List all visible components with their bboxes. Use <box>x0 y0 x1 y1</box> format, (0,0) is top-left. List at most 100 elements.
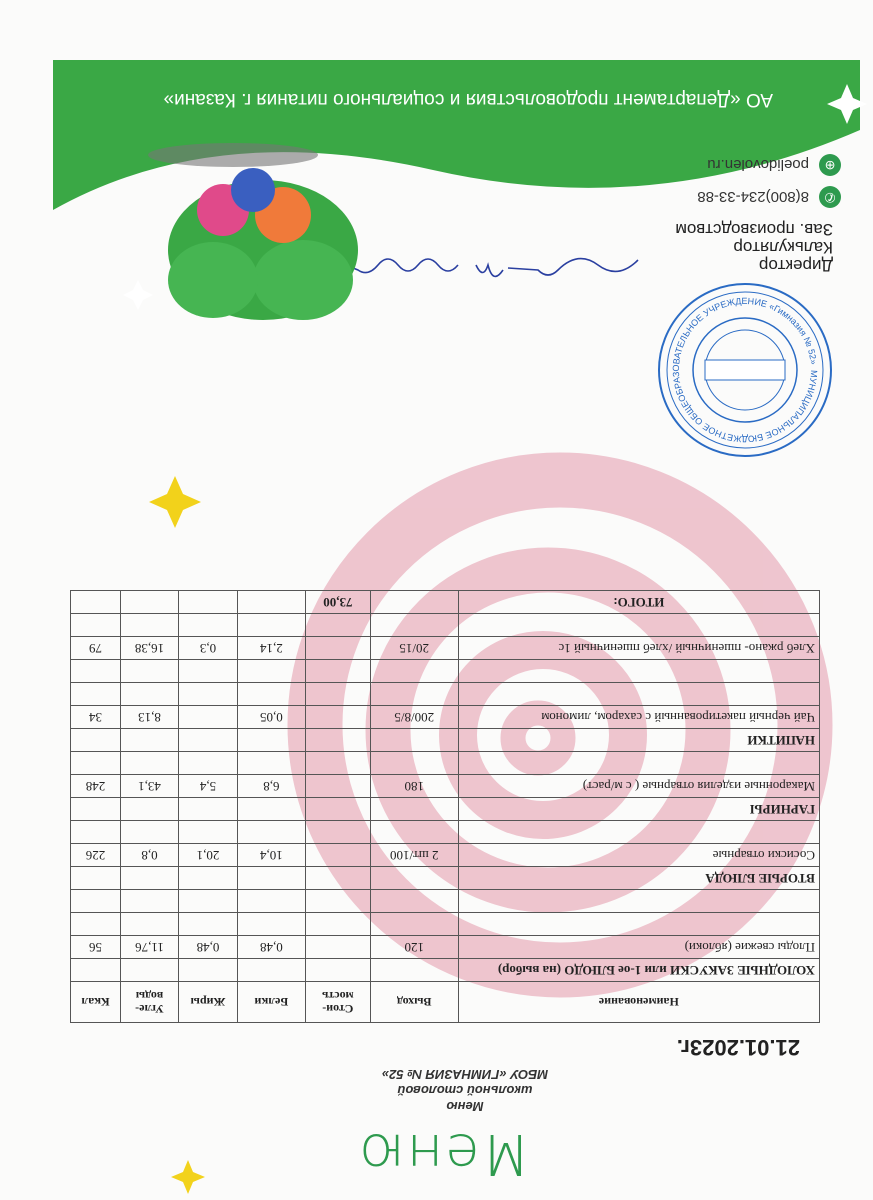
cell-output <box>370 912 459 936</box>
cell-carbs <box>120 797 179 821</box>
cell-carbs <box>120 659 179 683</box>
cell-protein <box>237 797 306 821</box>
table-row: Макаронные изделия отварные ( с м/раст) 1… <box>70 774 820 798</box>
cell-output <box>370 820 459 844</box>
cell-kcal <box>70 613 121 637</box>
signer-calculator: Калькулятор <box>733 238 833 257</box>
total-label: ИТОГО: <box>458 590 820 614</box>
cell-carbs <box>120 682 179 706</box>
cell-kcal <box>70 820 121 844</box>
cell-name: ХОЛОДНЫЕ ЗАКУСКИ или 1-ое БЛЮДО (на выбо… <box>458 958 820 982</box>
category-row: ХОЛОДНЫЕ ЗАКУСКИ или 1-ое БЛЮДО (на выбо… <box>70 958 820 982</box>
cell-protein <box>237 889 306 913</box>
cell-output <box>370 590 459 614</box>
cell-name: Макаронные изделия отварные ( с м/раст) <box>458 774 820 798</box>
menu-date: 21.01.2023г. <box>676 1035 800 1060</box>
cell-name <box>458 751 820 775</box>
cell-protein: 10,4 <box>237 843 306 867</box>
column-header: Ккал <box>70 981 121 1023</box>
cell-fat: 0,3 <box>178 636 238 660</box>
cell-protein: 0,05 <box>237 705 306 729</box>
cell-output <box>370 682 459 706</box>
cell-kcal <box>70 659 121 683</box>
category-row: ВТОРЫЕ БЛЮДА <box>70 866 820 890</box>
contact-phone: ✆ 8(800)234-33-88 <box>697 186 841 208</box>
cell-protein <box>237 613 306 637</box>
cell-carbs <box>120 751 179 775</box>
empty-row <box>70 659 820 683</box>
cell-name: ВТОРЫЕ БЛЮДА <box>458 866 820 890</box>
subtitle-line: МБОУ «ГИМНАЗИЯ № 52» <box>381 1067 549 1082</box>
cell-kcal <box>70 797 121 821</box>
cell-protein: 0,48 <box>237 935 306 959</box>
cell-protein <box>237 659 306 683</box>
column-header: Белки <box>237 981 306 1023</box>
empty-row <box>70 751 820 775</box>
cell-kcal: 56 <box>70 935 121 959</box>
cell-price <box>305 820 371 844</box>
cell-carbs <box>120 912 179 936</box>
cell-kcal <box>70 751 121 775</box>
cell-fat: 0,48 <box>178 935 238 959</box>
cell-name: Хлеб ржано- пшеничный /хлеб пшеничный 1с <box>458 636 820 660</box>
cell-fat <box>178 728 238 752</box>
cell-fat <box>178 820 238 844</box>
cell-price <box>305 797 371 821</box>
cell-name: ГАРНИРЫ <box>458 797 820 821</box>
cell-name <box>458 613 820 637</box>
category-row: ГАРНИРЫ <box>70 797 820 821</box>
empty-row <box>70 613 820 637</box>
cell-name <box>458 682 820 706</box>
cell-carbs <box>120 613 179 637</box>
cell-kcal <box>70 682 121 706</box>
cell-carbs: 16,38 <box>120 636 179 660</box>
cell-price <box>305 889 371 913</box>
contact-website: ⊕ poelidovolen.ru <box>707 154 841 176</box>
menu-logo: Меню <box>357 1121 530 1186</box>
cell-kcal <box>70 866 121 890</box>
cell-kcal: 226 <box>70 843 121 867</box>
department-name: АО «Департамент продовольствия и социаль… <box>163 89 773 110</box>
column-header: Выход <box>370 981 459 1023</box>
column-header: Угле-воды <box>120 981 179 1023</box>
column-header: Наименование <box>458 981 820 1023</box>
globe-icon: ⊕ <box>819 154 841 176</box>
star-icon <box>827 84 867 124</box>
cell-fat: 20,1 <box>178 843 238 867</box>
cell-carbs: 11,76 <box>120 935 179 959</box>
cell-name <box>458 912 820 936</box>
cell-carbs: 43,1 <box>120 774 179 798</box>
cell-protein <box>237 728 306 752</box>
cell-name: Чай черный пакетированный с сахаром, лим… <box>458 705 820 729</box>
cell-kcal <box>70 889 121 913</box>
cell-fat <box>178 866 238 890</box>
signer-director: Директор <box>758 256 833 275</box>
school-stamp: МУНИЦИПАЛЬНОЕ БЮДЖЕТНОЕ ОБЩЕОБРАЗОВАТЕЛЬ… <box>658 283 832 457</box>
cell-output: 120 <box>370 935 459 959</box>
cell-output <box>370 659 459 683</box>
cell-carbs <box>120 590 179 614</box>
column-header: Стои-мость <box>305 981 371 1023</box>
cell-price <box>305 682 371 706</box>
cell-price <box>305 958 371 982</box>
website-link[interactable]: poelidovolen.ru <box>707 156 809 174</box>
empty-row <box>70 682 820 706</box>
cell-output: 200/8/5 <box>370 705 459 729</box>
cell-price <box>305 613 371 637</box>
cell-kcal: 34 <box>70 705 121 729</box>
phone-icon: ✆ <box>819 186 841 208</box>
mascot-illustration <box>123 143 358 320</box>
cell-fat <box>178 613 238 637</box>
table-row: Чай черный пакетированный с сахаром, лим… <box>70 705 820 729</box>
cell-price <box>305 774 371 798</box>
cell-kcal <box>70 728 121 752</box>
cell-carbs <box>120 820 179 844</box>
total-row: ИТОГО: 73,00 <box>70 590 820 614</box>
star-icon <box>123 280 153 310</box>
cell-kcal: 248 <box>70 774 121 798</box>
subtitle-line: школьной столовой <box>397 1083 533 1098</box>
cell-protein: 6,8 <box>237 774 306 798</box>
cell-carbs: 0,8 <box>120 843 179 867</box>
cell-price <box>305 843 371 867</box>
